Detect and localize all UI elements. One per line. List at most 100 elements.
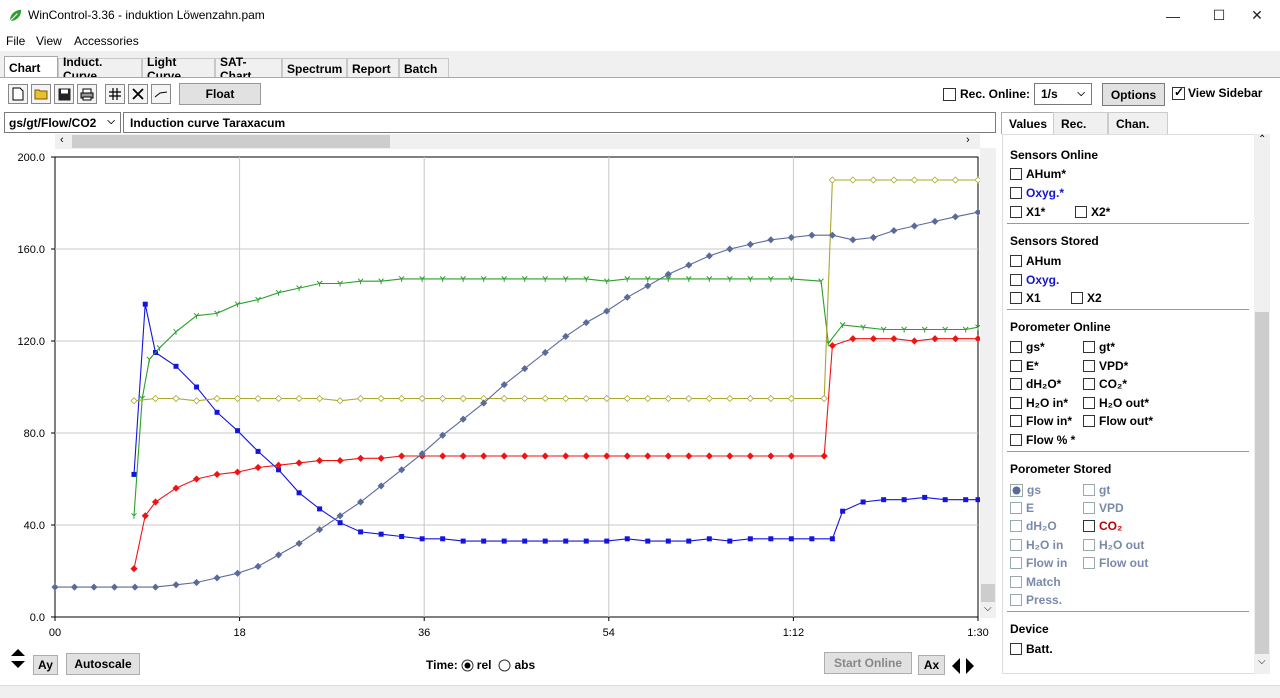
data-point xyxy=(706,276,713,282)
sidebar-scrollbar[interactable]: ⌃ ⌵ xyxy=(1254,134,1270,674)
item-label: H₂O out* xyxy=(1099,396,1149,410)
device-batt[interactable]: Batt. xyxy=(1010,642,1053,656)
rec-online-toggle[interactable]: Rec. Online: xyxy=(943,87,1030,101)
sensor-online-ahum[interactable]: AHum* xyxy=(1010,167,1066,181)
options-button[interactable]: Options xyxy=(1102,83,1165,106)
data-point xyxy=(768,536,774,542)
poro-stored-dh2o[interactable]: dH₂O xyxy=(1010,519,1057,533)
sidebar-tab-rec[interactable]: Rec. xyxy=(1053,112,1108,134)
scroll-down-icon[interactable]: ⌵ xyxy=(1258,656,1266,667)
poro-online-dh2o[interactable]: dH₂O* xyxy=(1010,377,1061,391)
open-folder-button[interactable] xyxy=(31,84,51,104)
sensor-stored-ahum[interactable]: AHum xyxy=(1010,254,1061,268)
data-point xyxy=(747,536,753,542)
start-online-button[interactable]: Start Online xyxy=(824,652,912,674)
time-rel-radio[interactable] xyxy=(461,659,474,672)
scale-down-icon[interactable] xyxy=(9,660,27,669)
data-point xyxy=(582,394,590,403)
print-button[interactable] xyxy=(77,84,97,104)
scroll-right-icon[interactable]: › xyxy=(966,134,970,146)
induction-chart[interactable]: 00 18 36 54 1:12 1:30 0.0 40.0 80.0 120.0 160.0 200… xyxy=(0,148,1000,648)
sensor-stored-x2[interactable]: X2 xyxy=(1071,291,1102,305)
view-sidebar-toggle[interactable]: ✓ View Sidebar xyxy=(1172,85,1262,100)
poro-stored-flow-out[interactable]: Flow out xyxy=(1083,556,1148,570)
save-button[interactable] xyxy=(54,84,74,104)
tab-light-curve[interactable]: Light Curve xyxy=(142,55,215,83)
print-icon xyxy=(80,88,94,100)
data-point xyxy=(316,280,323,287)
scale-up-icon[interactable] xyxy=(9,648,27,657)
poro-online-h2o-in[interactable]: H₂O in* xyxy=(1010,396,1068,410)
vertical-scroll-thumb[interactable] xyxy=(981,584,995,602)
poro-online-co2[interactable]: CO₂* xyxy=(1083,377,1127,391)
sensor-stored-x1[interactable]: X1 xyxy=(1010,291,1041,305)
x-tick-label: 54 xyxy=(603,627,615,639)
tab-induct-curve[interactable]: Induct. Curve xyxy=(58,55,142,83)
rate-select[interactable]: 1/s ⌵ xyxy=(1034,83,1092,105)
view-sidebar-checkbox[interactable]: ✓ xyxy=(1172,85,1185,100)
poro-stored-co2[interactable]: CO₂ xyxy=(1083,519,1122,533)
rec-online-checkbox[interactable] xyxy=(943,87,956,101)
sidebar-scroll-thumb[interactable] xyxy=(1255,312,1269,654)
poro-online-e[interactable]: E* xyxy=(1010,359,1039,373)
minimize-button[interactable]: — xyxy=(1166,7,1180,24)
poro-online-flow-pct[interactable]: Flow % * xyxy=(1010,433,1075,447)
poro-stored-vpd[interactable]: VPD xyxy=(1083,501,1124,515)
chart-vertical-scrollbar[interactable]: ⌵ xyxy=(980,148,996,618)
tab-chart[interactable]: Chart xyxy=(4,56,58,78)
curve-name-field[interactable]: Induction curve Taraxacum xyxy=(123,112,996,133)
data-point xyxy=(787,233,795,242)
horizontal-scroll-thumb[interactable] xyxy=(72,135,390,148)
scroll-down-icon[interactable]: ⌵ xyxy=(984,603,992,614)
poro-online-flow-out[interactable]: Flow out* xyxy=(1083,414,1153,428)
poro-online-gs[interactable]: gs* xyxy=(1010,340,1045,354)
maximize-button[interactable]: ☐ xyxy=(1212,7,1226,23)
poro-online-h2o-out[interactable]: H₂O out* xyxy=(1083,396,1149,410)
scroll-back-icon[interactable] xyxy=(950,657,962,675)
poro-stored-match[interactable]: Match xyxy=(1010,575,1061,589)
sidebar-tab-chan[interactable]: Chan. xyxy=(1108,112,1168,134)
sensor-stored-oxyg[interactable]: Oxyg. xyxy=(1010,273,1059,287)
scroll-up-icon[interactable]: ⌃ xyxy=(1258,134,1267,145)
sensor-online-x1[interactable]: X1* xyxy=(1010,205,1045,219)
poro-stored-h2o-out[interactable]: H₂O out xyxy=(1083,538,1144,552)
scroll-left-icon[interactable]: ‹ xyxy=(60,134,64,146)
tab-report[interactable]: Report xyxy=(347,58,399,78)
autoscale-button[interactable]: Autoscale xyxy=(66,653,140,675)
line-style-button[interactable] xyxy=(151,84,171,104)
data-point xyxy=(951,335,960,343)
item-label: H₂O in* xyxy=(1026,396,1068,410)
poro-stored-gt[interactable]: gt xyxy=(1083,483,1110,497)
sensor-online-oxyg[interactable]: Oxyg.* xyxy=(1010,186,1064,200)
poro-stored-gs[interactable]: gs xyxy=(1010,483,1041,497)
poro-online-gt[interactable]: gt* xyxy=(1083,340,1115,354)
menu-accessories[interactable]: Accessories xyxy=(74,34,139,48)
ay-button[interactable]: Ay xyxy=(33,655,58,675)
poro-stored-flow-in[interactable]: Flow in xyxy=(1010,556,1067,570)
poro-stored-h2o-in[interactable]: H₂O in xyxy=(1010,538,1063,552)
channel-select[interactable]: gs/gt/Flow/CO2 ⌵ xyxy=(4,112,121,133)
sidebar-tab-values[interactable]: Values xyxy=(1001,112,1056,134)
tab-batch[interactable]: Batch xyxy=(399,58,449,78)
data-point xyxy=(931,217,939,225)
scroll-forward-icon[interactable] xyxy=(964,657,976,675)
poro-stored-e[interactable]: E xyxy=(1010,501,1034,515)
tab-spectrum[interactable]: Spectrum xyxy=(282,58,347,78)
ax-button[interactable]: Ax xyxy=(918,655,945,675)
poro-online-vpd[interactable]: VPD* xyxy=(1083,359,1128,373)
gs-radio-selected[interactable] xyxy=(1010,483,1023,497)
grid-button[interactable] xyxy=(105,84,125,104)
float-button[interactable]: Float xyxy=(179,83,261,105)
sensor-online-x2[interactable]: X2* xyxy=(1075,205,1110,219)
time-abs-radio[interactable] xyxy=(498,659,511,672)
tab-sat-chart[interactable]: SAT-Chart xyxy=(215,55,282,83)
menu-view[interactable]: View xyxy=(36,34,62,48)
poro-stored-press[interactable]: Press. xyxy=(1010,593,1062,607)
menu-file[interactable]: File xyxy=(6,34,26,48)
clear-button[interactable] xyxy=(128,84,148,104)
close-button[interactable]: ✕ xyxy=(1251,7,1263,23)
poro-online-flow-in[interactable]: Flow in* xyxy=(1010,414,1072,428)
data-point xyxy=(317,506,323,512)
new-file-button[interactable] xyxy=(8,84,28,104)
data-point xyxy=(705,394,713,403)
